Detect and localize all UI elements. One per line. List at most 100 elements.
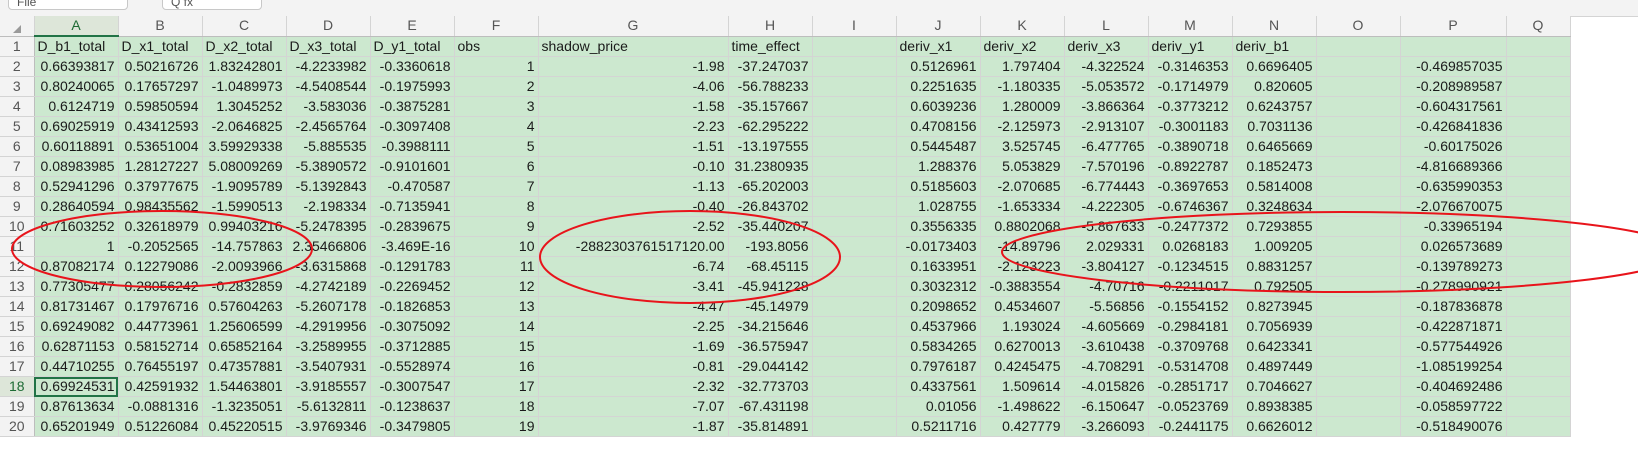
column-header[interactable]: G	[538, 16, 729, 37]
data-cell[interactable]: -3.469E-16	[370, 236, 455, 257]
data-cell[interactable]: 0.7056939	[1232, 316, 1317, 337]
data-cell[interactable]: -0.2052565	[118, 236, 203, 257]
select-all-corner[interactable]	[0, 16, 35, 37]
data-cell[interactable]: -2.070685	[980, 176, 1065, 197]
header-cell[interactable]: time_effect	[728, 36, 813, 57]
data-cell[interactable]	[1506, 196, 1571, 217]
data-cell[interactable]: 1.54463801	[202, 376, 287, 397]
data-cell[interactable]: -3.9769346	[286, 416, 371, 437]
data-cell[interactable]: -0.426841836	[1400, 116, 1507, 137]
data-cell[interactable]: -0.3883554	[980, 276, 1065, 297]
data-cell[interactable]: 0.69249082	[34, 316, 119, 337]
data-cell[interactable]	[1506, 116, 1571, 137]
row-header[interactable]: 7	[0, 156, 35, 177]
data-cell[interactable]: -1.085199254	[1400, 356, 1507, 377]
row-header[interactable]: 10	[0, 216, 35, 237]
data-cell[interactable]	[1316, 136, 1401, 157]
header-cell[interactable]	[812, 36, 897, 57]
data-cell[interactable]: -67.431198	[728, 396, 813, 417]
data-cell[interactable]: 0.81731467	[34, 296, 119, 317]
data-cell[interactable]	[1506, 136, 1571, 157]
data-cell[interactable]: -1.13	[538, 176, 729, 197]
data-cell[interactable]: 0.4537966	[896, 316, 981, 337]
data-cell[interactable]: 0.87613634	[34, 396, 119, 417]
data-cell[interactable]: -0.278990921	[1400, 276, 1507, 297]
row-header[interactable]: 15	[0, 316, 35, 337]
data-cell[interactable]: 4	[454, 116, 539, 137]
data-cell[interactable]: 8	[454, 196, 539, 217]
data-cell[interactable]: -3.6315868	[286, 256, 371, 277]
data-cell[interactable]	[812, 56, 897, 77]
data-cell[interactable]	[1316, 116, 1401, 137]
data-cell[interactable]	[1316, 296, 1401, 317]
data-cell[interactable]: -5.56856	[1064, 296, 1149, 317]
data-cell[interactable]: 3.525745	[980, 136, 1065, 157]
data-cell[interactable]	[1316, 176, 1401, 197]
data-cell[interactable]	[1316, 236, 1401, 257]
data-cell[interactable]: 0.42591932	[118, 376, 203, 397]
data-cell[interactable]: -0.2832859	[202, 276, 287, 297]
header-cell[interactable]	[1400, 36, 1507, 57]
data-cell[interactable]: -0.10	[538, 156, 729, 177]
data-cell[interactable]: -2.198334	[286, 196, 371, 217]
data-cell[interactable]: 0.59850594	[118, 96, 203, 117]
data-cell[interactable]: 0.7293855	[1232, 216, 1317, 237]
data-cell[interactable]: -3.804127	[1064, 256, 1149, 277]
data-cell[interactable]: 19	[454, 416, 539, 437]
data-cell[interactable]: -1.9095789	[202, 176, 287, 197]
name-box[interactable]: File	[8, 0, 128, 10]
data-cell[interactable]	[1506, 256, 1571, 277]
data-cell[interactable]: -0.2851717	[1148, 376, 1233, 397]
data-cell[interactable]: -5.885535	[286, 136, 371, 157]
data-cell[interactable]: -4.5408544	[286, 76, 371, 97]
data-cell[interactable]: -1.180335	[980, 76, 1065, 97]
data-cell[interactable]: 0.2098652	[896, 296, 981, 317]
data-cell[interactable]	[812, 176, 897, 197]
data-cell[interactable]: -0.33965194	[1400, 216, 1507, 237]
data-cell[interactable]: -1.98	[538, 56, 729, 77]
data-cell[interactable]	[1506, 296, 1571, 317]
data-cell[interactable]: -0.0881316	[118, 396, 203, 417]
data-cell[interactable]: 0.5126961	[896, 56, 981, 77]
data-cell[interactable]: -0.7135941	[370, 196, 455, 217]
data-cell[interactable]: 1.25606599	[202, 316, 287, 337]
data-cell[interactable]: -1.87	[538, 416, 729, 437]
data-cell[interactable]	[812, 76, 897, 97]
data-cell[interactable]: -1.3235051	[202, 396, 287, 417]
data-cell[interactable]: 0.57604263	[202, 296, 287, 317]
column-header[interactable]: I	[812, 16, 897, 37]
data-cell[interactable]: -29.044142	[728, 356, 813, 377]
data-cell[interactable]: 12	[454, 276, 539, 297]
data-cell[interactable]: 1	[34, 236, 119, 257]
data-cell[interactable]	[1506, 176, 1571, 197]
data-cell[interactable]: 0.01056	[896, 396, 981, 417]
data-cell[interactable]: 11	[454, 256, 539, 277]
row-header[interactable]: 4	[0, 96, 35, 117]
data-cell[interactable]: -0.2441175	[1148, 416, 1233, 437]
data-cell[interactable]: -0.187836878	[1400, 296, 1507, 317]
row-header[interactable]: 11	[0, 236, 35, 257]
data-cell[interactable]: -7.07	[538, 396, 729, 417]
data-cell[interactable]: -0.6746367	[1148, 196, 1233, 217]
column-header[interactable]: Q	[1506, 16, 1571, 37]
data-cell[interactable]: -0.1238637	[370, 396, 455, 417]
data-cell[interactable]: -0.1714979	[1148, 76, 1233, 97]
row-header[interactable]: 17	[0, 356, 35, 377]
data-cell[interactable]: -3.266093	[1064, 416, 1149, 437]
column-header[interactable]: M	[1148, 16, 1233, 37]
data-cell[interactable]: 0.51226084	[118, 416, 203, 437]
data-cell[interactable]	[1506, 356, 1571, 377]
data-cell[interactable]: -0.5314708	[1148, 356, 1233, 377]
row-header[interactable]: 16	[0, 336, 35, 357]
data-cell[interactable]: -4.708291	[1064, 356, 1149, 377]
row-header[interactable]: 6	[0, 136, 35, 157]
data-cell[interactable]: -45.941228	[728, 276, 813, 297]
data-cell[interactable]: -5.6132811	[286, 396, 371, 417]
data-cell[interactable]: -0.2269452	[370, 276, 455, 297]
data-cell[interactable]: -36.575947	[728, 336, 813, 357]
data-cell[interactable]	[812, 116, 897, 137]
data-cell[interactable]: -0.058597722	[1400, 396, 1507, 417]
data-cell[interactable]: 0.80240065	[34, 76, 119, 97]
data-cell[interactable]: 3	[454, 96, 539, 117]
data-cell[interactable]: 0.44773961	[118, 316, 203, 337]
